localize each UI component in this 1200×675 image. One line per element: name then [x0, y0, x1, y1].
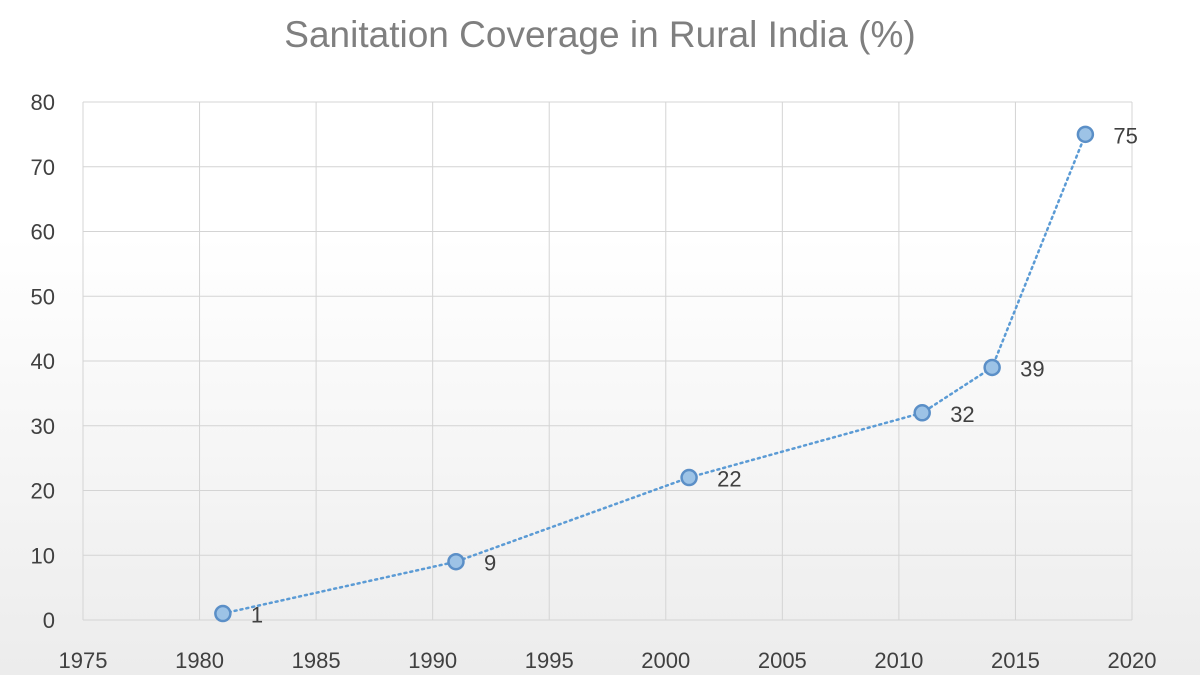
x-tick-label: 2005: [758, 648, 807, 673]
data-point: [983, 358, 1001, 377]
chart-title: Sanitation Coverage in Rural India (%): [284, 14, 915, 55]
data-point: [913, 404, 931, 422]
data-label: 1: [251, 603, 263, 628]
x-tick-label: 1980: [175, 648, 224, 673]
x-tick-label: 1990: [408, 648, 457, 673]
data-label: 9: [484, 551, 496, 576]
data-series: [214, 125, 1095, 623]
data-point: [447, 552, 465, 571]
gridlines: [82, 101, 1133, 621]
data-point: [680, 468, 698, 487]
x-tick-label: 2015: [991, 648, 1040, 673]
y-tick-label: 20: [31, 479, 55, 504]
y-tick-label: 50: [31, 284, 55, 309]
data-label: 39: [1020, 356, 1044, 381]
y-tick-label: 0: [43, 608, 55, 633]
data-label: 32: [950, 402, 974, 427]
y-tick-label: 70: [31, 155, 55, 180]
data-point: [1076, 125, 1095, 144]
y-tick-label: 10: [31, 543, 55, 568]
x-tick-label: 1995: [525, 648, 574, 673]
data-point: [214, 604, 232, 623]
y-tick-label: 30: [31, 414, 55, 439]
data-label: 22: [717, 467, 741, 492]
y-tick-label: 80: [31, 90, 55, 115]
y-tick-label: 60: [31, 220, 55, 245]
data-labels: 1 9 22 32 39 75: [251, 123, 1138, 627]
x-tick-label: 1975: [59, 648, 108, 673]
x-tick-label: 1985: [292, 648, 341, 673]
x-tick-label: 2020: [1108, 648, 1157, 673]
series-line: [221, 133, 1087, 615]
y-tick-label: 40: [31, 349, 55, 374]
x-tick-label: 2010: [874, 648, 923, 673]
data-label: 75: [1113, 123, 1137, 148]
x-tick-label: 2000: [641, 648, 690, 673]
